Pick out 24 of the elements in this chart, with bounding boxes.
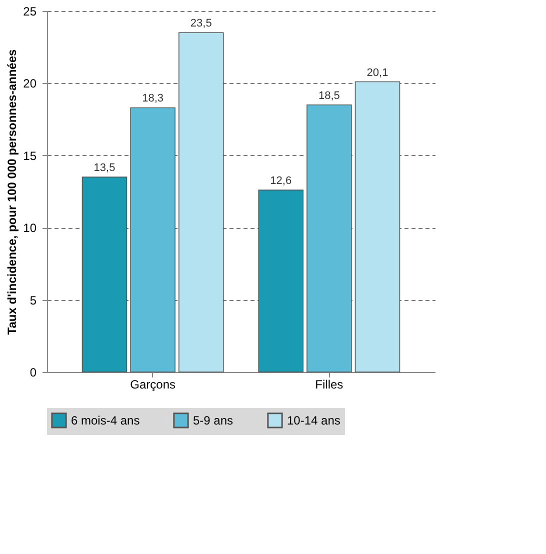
legend-label: 10-14 ans xyxy=(287,413,340,428)
legend-label: 6 mois-4 ans xyxy=(71,413,140,428)
text: 23,5 xyxy=(190,18,212,30)
x-tick-label: Garçons xyxy=(130,378,176,392)
bar xyxy=(178,32,224,372)
bar xyxy=(354,81,400,372)
y-tick-label: 20 xyxy=(23,76,37,91)
bar xyxy=(306,104,352,372)
bar xyxy=(258,190,304,372)
bar xyxy=(82,176,128,372)
y-tick-label: 10 xyxy=(23,221,37,236)
y-tick-label: 0 xyxy=(30,366,37,380)
y-tick-label: 5 xyxy=(30,293,37,308)
text: 13,5 xyxy=(94,162,116,174)
text: 12,6 xyxy=(270,175,292,188)
x-tick-label: Filles xyxy=(315,378,344,392)
y-axis-title: Taux d'incidence, pour 100 000 personnes-années xyxy=(5,48,20,335)
text: 20,1 xyxy=(366,66,388,79)
y-tick-label: 15 xyxy=(23,148,37,163)
text: 18,3 xyxy=(142,92,164,105)
text: 18,5 xyxy=(318,90,340,102)
y-tick-label: 25 xyxy=(23,4,37,18)
bar xyxy=(130,107,176,372)
legend-label: 5-9 ans xyxy=(193,413,234,428)
